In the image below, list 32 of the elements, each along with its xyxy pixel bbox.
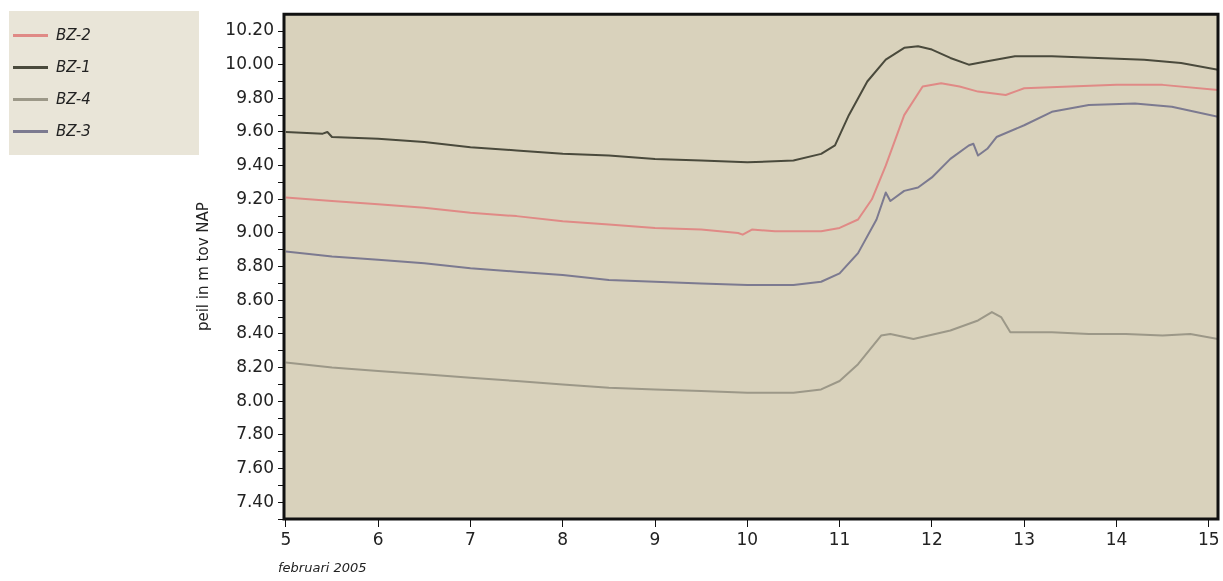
y-tick-label: 8.00 [236, 389, 274, 410]
y-tick-label: 8.60 [236, 288, 274, 309]
legend-label: BZ-3 [56, 122, 91, 140]
y-tick-label: 9.60 [236, 120, 274, 141]
y-tick-label: 7.80 [236, 423, 274, 444]
x-tick-label: 6 [372, 528, 384, 549]
legend-label: BZ-1 [56, 58, 91, 76]
x-tick-label: 12 [921, 528, 943, 549]
y-tick-label: 7.60 [236, 456, 274, 477]
x-tick-label: 8 [557, 528, 569, 549]
y-tick-label: 8.40 [236, 322, 274, 343]
x-tick-label: 10 [736, 528, 759, 549]
legend-label: BZ-4 [56, 90, 91, 108]
y-tick-label: 10.20 [225, 19, 274, 40]
x-tick-label: 7 [465, 528, 476, 549]
x-tick-label: 15 [1197, 528, 1220, 549]
x-tick-label: 9 [649, 528, 661, 549]
x-tick-label: 5 [280, 528, 292, 549]
x-tick-label: 14 [1105, 528, 1128, 549]
y-tick-label: 9.00 [236, 221, 274, 242]
y-tick-label: 9.40 [236, 154, 274, 175]
y-tick-label: 10.00 [225, 53, 274, 74]
y-tick-label: 7.40 [236, 490, 274, 511]
x-tick-label: 13 [1013, 528, 1036, 549]
y-tick-label: 8.80 [236, 255, 274, 276]
x-tick-label: 11 [828, 528, 851, 549]
y-tick-label: 8.20 [236, 355, 274, 376]
y-tick-label: 9.80 [236, 86, 274, 107]
y-axis-title: peil in m tov NAP [193, 202, 212, 332]
legend-label: BZ-2 [56, 26, 91, 44]
y-tick-label: 9.20 [236, 187, 274, 208]
x-axis-title: februari 2005 [278, 560, 367, 575]
